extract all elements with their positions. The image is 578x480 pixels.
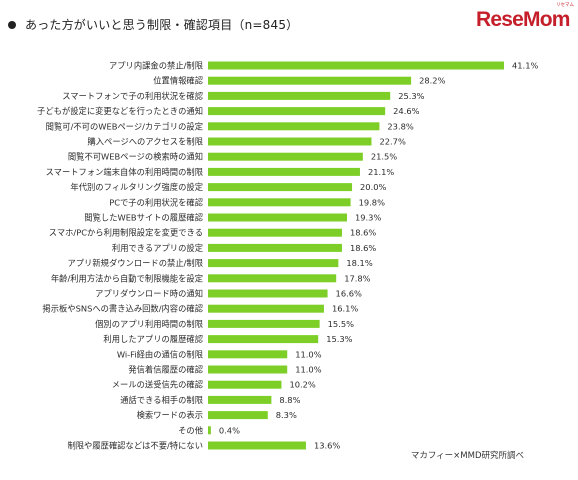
category-label: スマートフォン端末自体の利用時間の制限: [46, 167, 203, 177]
category-label: 掲示板やSNSへの書き込み回数/内容の確認: [42, 304, 203, 314]
category-label: 制限や履歴確認などは不要/特にない: [67, 441, 203, 451]
value-label: 0.4%: [219, 425, 240, 435]
category-label: 年代別のフィルタリング強度の設定: [70, 182, 203, 192]
value-label: 17.8%: [344, 273, 370, 283]
value-label: 11.0%: [295, 349, 321, 359]
chart-title: あった方がいいと思う制限・確認項目（n=845）: [25, 18, 299, 32]
value-label: 11.0%: [295, 365, 321, 375]
value-label: 10.2%: [289, 380, 315, 390]
bar: [208, 350, 288, 359]
value-label: 18.6%: [350, 228, 376, 238]
value-label: 8.3%: [276, 410, 297, 420]
value-label: 8.8%: [279, 395, 300, 405]
bar: [208, 441, 306, 450]
bar: [208, 198, 351, 207]
value-label: 20.0%: [360, 182, 386, 192]
category-label: 閲覧可/不可のWEBページ/カテゴリの設定: [46, 121, 203, 131]
category-label: Wi-Fi経由の通信の制限: [117, 349, 203, 359]
bar: [208, 289, 328, 298]
bar: [208, 167, 360, 176]
category-label: アプリ内課金の禁止/制限: [109, 61, 203, 71]
category-label: 閲覧したWEBサイトの履歴確認: [84, 213, 203, 223]
category-label: 購入ページへのアクセスを制限: [87, 137, 203, 147]
category-label: 利用できるアプリの設定: [112, 243, 203, 253]
bar: [208, 411, 268, 420]
bar: [208, 365, 288, 374]
value-label: 24.6%: [393, 106, 419, 116]
category-label: PCで子の利用状況を確認: [109, 197, 203, 207]
category-label: その他: [178, 425, 203, 435]
bar: [208, 76, 412, 85]
value-label: 18.6%: [350, 243, 376, 253]
category-label: 検索ワードの表示: [137, 410, 203, 420]
bar: [208, 152, 363, 161]
category-label: スマートフォンで子の利用状況を確認: [62, 91, 204, 101]
bar: [208, 213, 347, 222]
bars-layer: アプリ内課金の禁止/制限 41.1% 位置情報確認 28.2% スマートフォンで子の利用…: [37, 61, 538, 451]
value-label: 15.5%: [328, 319, 354, 329]
category-label: メールの送受信先の確認: [112, 380, 204, 390]
category-label: 子どもが設定に変更などを行ったときの通知: [37, 106, 203, 116]
value-label: 41.1%: [512, 61, 538, 71]
value-label: 19.8%: [359, 197, 385, 207]
bar: [208, 274, 337, 283]
title-bullet-icon: [8, 20, 16, 29]
bar: [208, 61, 504, 70]
bar: [208, 228, 342, 237]
category-label: 年齢/利用方法から自動で制限機能を設定: [51, 273, 203, 283]
value-label: 23.8%: [387, 121, 413, 131]
value-label: 25.3%: [398, 91, 424, 101]
category-label: 通話できる相手の制限: [120, 395, 203, 405]
category-label: スマホ/PCから利用制限設定を変更できる: [49, 228, 203, 238]
value-label: 15.3%: [326, 334, 352, 344]
category-label: 個別のアプリ利用時間の制限: [95, 319, 203, 329]
category-label: 発信着信履歴の確認: [128, 365, 203, 375]
bar: [208, 183, 353, 192]
value-label: 13.6%: [314, 441, 340, 451]
category-label: 利用したアプリの履歴確認: [103, 334, 203, 344]
value-label: 19.3%: [355, 213, 381, 223]
value-label: 28.2%: [419, 76, 445, 86]
value-label: 16.1%: [332, 304, 358, 314]
bar: [208, 107, 386, 116]
chart-title-row: あった方がいいと思う制限・確認項目（n=845）: [8, 16, 298, 33]
source-note: マカフィー×MMD研究所調べ: [410, 451, 524, 461]
value-label: 21.5%: [371, 152, 397, 162]
bar: [208, 91, 391, 100]
logo-text: ReseMom: [476, 8, 570, 31]
bar: [208, 335, 319, 344]
category-label: 位置情報確認: [153, 76, 203, 86]
bar: [208, 304, 324, 313]
bar: [208, 319, 320, 328]
category-label: 閲覧不可WEBページの検索時の通知: [68, 152, 203, 162]
category-label: アプリダウンロード時の通知: [95, 289, 203, 299]
logo-small-text: リセマム: [556, 3, 574, 8]
bar: [208, 426, 211, 435]
value-label: 22.7%: [379, 137, 405, 147]
bar: [208, 380, 282, 389]
bar: [208, 395, 272, 404]
category-label: アプリ新規ダウンロードの禁止/制限: [67, 258, 203, 268]
bar: [208, 259, 339, 268]
value-label: 18.1%: [346, 258, 372, 268]
value-label: 21.1%: [368, 167, 394, 177]
bar: [208, 137, 372, 146]
bar: [208, 122, 380, 131]
bar: [208, 243, 342, 252]
value-label: 16.6%: [336, 289, 362, 299]
resemom-logo: リセマム ReseMom: [476, 3, 574, 35]
